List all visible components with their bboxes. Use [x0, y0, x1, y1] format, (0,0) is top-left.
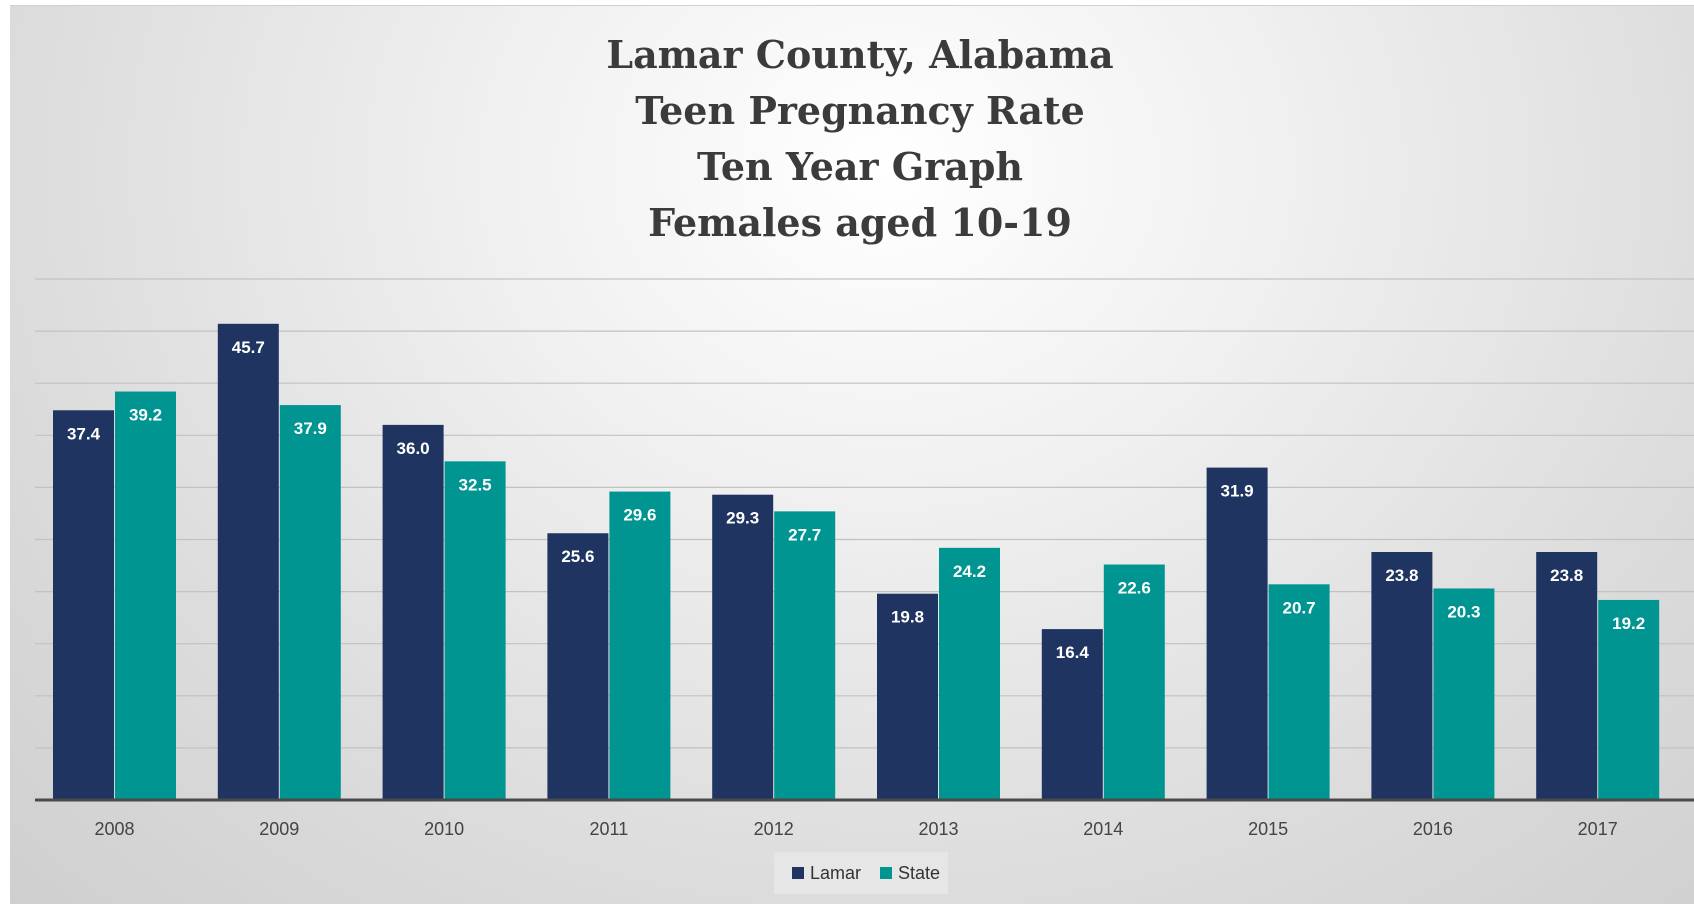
bar-state-2014	[1103, 564, 1165, 800]
x-tick-2014: 2014	[1083, 819, 1123, 839]
title-line-3: Ten Year Graph	[697, 144, 1023, 189]
data-label-state-2010: 32.5	[459, 475, 492, 494]
x-tick-2016: 2016	[1413, 819, 1453, 839]
data-label-state-2013: 24.2	[953, 562, 986, 581]
bar-state-2011	[609, 491, 671, 800]
bar-lamar-2015	[1206, 467, 1268, 800]
bar-lamar-2013	[877, 593, 938, 800]
bar-lamar-2016	[1371, 552, 1433, 800]
bar-lamar-2008	[53, 410, 114, 800]
bar-chart: Lamar County, Alabama Teen Pregnancy Rat…	[35, 32, 1694, 894]
x-tick-2008: 2008	[94, 819, 134, 839]
bar-state-2015	[1268, 584, 1330, 800]
bar-state-2016	[1433, 588, 1495, 800]
data-label-lamar-2016: 23.8	[1385, 566, 1418, 585]
bar-state-2008	[115, 391, 176, 800]
bar-state-2010	[444, 461, 506, 800]
data-label-lamar-2013: 19.8	[891, 608, 924, 627]
title-line-4: Females aged 10-19	[648, 200, 1072, 245]
legend-swatch-lamar	[792, 867, 804, 879]
data-label-state-2011: 29.6	[623, 506, 656, 525]
bar-lamar-2017	[1536, 552, 1598, 800]
bar-lamar-2009	[217, 323, 279, 800]
x-tick-2017: 2017	[1578, 819, 1618, 839]
data-label-state-2016: 20.3	[1447, 602, 1480, 621]
bar-state-2012	[774, 511, 836, 800]
data-label-lamar-2010: 36.0	[397, 439, 430, 458]
bar-lamar-2014	[1041, 629, 1103, 800]
legend-swatch-state	[880, 867, 892, 879]
bar-state-2009	[279, 405, 341, 800]
data-label-lamar-2015: 31.9	[1221, 482, 1254, 501]
x-tick-2015: 2015	[1248, 819, 1288, 839]
legend-label-lamar: Lamar	[810, 863, 861, 883]
bar-state-2017	[1598, 599, 1660, 800]
data-label-state-2008: 39.2	[129, 406, 162, 425]
data-label-state-2017: 19.2	[1612, 614, 1645, 633]
x-tick-2012: 2012	[754, 819, 794, 839]
bar-lamar-2011	[547, 533, 609, 800]
bars	[53, 323, 1660, 800]
data-label-state-2014: 22.6	[1118, 579, 1151, 598]
data-label-lamar-2009: 45.7	[232, 338, 265, 357]
data-label-state-2009: 37.9	[294, 419, 327, 438]
data-label-lamar-2017: 23.8	[1550, 566, 1583, 585]
data-label-lamar-2011: 25.6	[561, 547, 594, 566]
legend-label-state: State	[898, 863, 940, 883]
data-label-lamar-2012: 29.3	[726, 509, 759, 528]
chart-area: Lamar County, Alabama Teen Pregnancy Rat…	[10, 5, 1694, 904]
data-label-state-2012: 27.7	[788, 525, 821, 544]
x-tick-labels: 2008 2009 2010 2011 2012 2013 2014 2015 2016 2017	[94, 819, 1617, 839]
data-labels: 37.4 39.2 45.7 37.9 36.0 32.5 25.6 29.6 29.3 27.7…	[67, 338, 1645, 662]
bar-lamar-2012	[712, 494, 774, 800]
data-label-lamar-2008: 37.4	[67, 424, 101, 443]
bar-lamar-2010	[382, 424, 444, 800]
title-line-1: Lamar County, Alabama	[606, 32, 1113, 77]
x-tick-2009: 2009	[259, 819, 299, 839]
data-label-lamar-2014: 16.4	[1056, 643, 1090, 662]
x-tick-2010: 2010	[424, 819, 464, 839]
data-label-state-2015: 20.7	[1283, 598, 1316, 617]
x-tick-2011: 2011	[590, 819, 629, 839]
chart-title: Lamar County, Alabama Teen Pregnancy Rat…	[606, 32, 1113, 245]
title-line-2: Teen Pregnancy Rate	[635, 88, 1085, 133]
x-tick-2013: 2013	[918, 819, 958, 839]
bar-state-2013	[939, 547, 1000, 800]
legend: Lamar State	[774, 852, 948, 894]
